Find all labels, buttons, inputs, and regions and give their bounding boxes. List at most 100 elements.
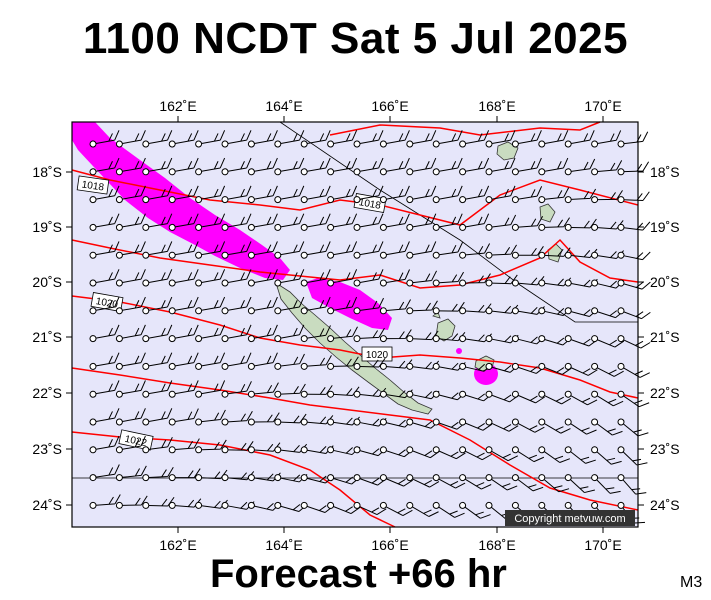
lon-label: 164˚E: [265, 98, 302, 114]
wind-barb: [511, 216, 544, 231]
wind-barb: [617, 474, 647, 495]
wind-barb: [300, 157, 331, 176]
wind-barb: [274, 383, 306, 398]
model-label: M3: [680, 574, 703, 591]
lat-label: 18˚S: [32, 164, 62, 180]
lat-label: 20˚S: [32, 274, 62, 290]
wind-barb: [432, 474, 466, 489]
wind-barb: [459, 157, 490, 176]
lat-label: 21˚S: [650, 329, 680, 345]
wind-barb: [115, 130, 146, 148]
isobar-label: 1018: [76, 175, 110, 195]
wind-barb: [300, 385, 333, 398]
wind-barb: [89, 130, 120, 148]
lat-label: 21˚S: [32, 329, 62, 345]
wind-barb: [195, 241, 226, 259]
wind-barb: [89, 494, 121, 509]
wind-barb: [538, 362, 572, 375]
lon-label: 166˚E: [371, 537, 408, 553]
wind-barb: [274, 501, 308, 512]
wind-barb: [327, 130, 358, 148]
wind-barb: [379, 157, 410, 176]
wind-barb: [195, 352, 226, 370]
map-frame: [71, 121, 639, 528]
wind-barb: [511, 130, 542, 148]
wind-barb: [432, 446, 466, 460]
wind-barb: [564, 390, 598, 406]
wind-barb: [406, 241, 437, 259]
wind-barb: [195, 324, 226, 343]
wind-barb: [115, 435, 146, 454]
wind-barb: [89, 296, 120, 315]
wind-barb: [247, 324, 278, 343]
wind-barb: [353, 297, 384, 315]
wind-barb: [247, 269, 278, 287]
lat-label: 18˚S: [650, 164, 680, 180]
wind-barb: [564, 335, 598, 347]
wind-barb: [142, 241, 173, 259]
wind-barb: [432, 130, 463, 148]
wind-barb: [327, 241, 358, 259]
isobar-label-text: 1018: [81, 179, 105, 193]
wind-barb: [511, 157, 542, 176]
wind-barb: [432, 362, 466, 371]
wind-barb: [168, 269, 199, 287]
wind-barb: [459, 446, 492, 461]
wind-barb: [353, 327, 385, 343]
wind-barb: [379, 185, 410, 204]
wind-barb: [617, 307, 651, 320]
lon-label: 162˚E: [159, 98, 196, 114]
wind-barb: [89, 241, 120, 259]
wind-barb: [300, 130, 331, 148]
wind-barb: [511, 446, 545, 463]
wind-barb: [564, 446, 596, 464]
wind-barb: [564, 188, 597, 204]
wind-barb: [511, 418, 545, 433]
wind-barb: [168, 324, 199, 343]
wind-barb: [406, 270, 438, 287]
wind-barb: [142, 130, 173, 148]
wind-barb: [459, 185, 490, 204]
wind-barb: [564, 218, 597, 231]
wind-barb: [247, 501, 282, 511]
wind-barb: [327, 386, 360, 398]
wind-barb: [300, 241, 331, 259]
lat-labels-right: 18˚S 19˚S 20˚S 21˚S 22˚S 23˚S 24˚S: [650, 164, 680, 513]
wind-barb: [379, 299, 411, 315]
wind-barb: [379, 359, 413, 370]
wind-barb: [195, 185, 226, 204]
wind-barb: [274, 213, 305, 231]
lon-labels-bottom: 162˚E 164˚E 166˚E 168˚E 170˚E: [159, 537, 621, 553]
wind-barb: [115, 324, 146, 343]
wind-barb: [300, 269, 331, 287]
wind-barb: [485, 185, 516, 204]
wind-barb: [195, 380, 226, 398]
wind-barb: [379, 241, 410, 259]
wind-barb: [564, 158, 596, 176]
wind-barb: [327, 185, 358, 204]
wind-barb: [247, 241, 278, 259]
wind-barb: [195, 213, 226, 231]
wind-barb: [485, 214, 517, 231]
wind-barb: [485, 157, 516, 176]
wind-barb: [591, 474, 621, 494]
wind-barb: [485, 474, 518, 491]
wind-barb: [247, 185, 278, 204]
wind-barb: [195, 296, 226, 315]
isobar-label: 1020: [361, 346, 393, 362]
wind-barb: [89, 269, 120, 287]
wind-barb: [327, 269, 358, 287]
wind-barb: [142, 380, 173, 398]
wind-barb: [274, 296, 305, 315]
wind-barb: [247, 157, 278, 176]
map-title: 1100 NCDT Sat 5 Jul 2025: [82, 14, 629, 63]
wind-barb: [247, 130, 278, 148]
wind-barb: [327, 157, 358, 176]
wind-barb: [142, 408, 173, 426]
wind-barb: [274, 353, 305, 370]
wind-barb: [591, 362, 624, 377]
lon-label: 162˚E: [159, 537, 196, 553]
wind-barb: [168, 380, 199, 398]
wind-barb: [89, 324, 120, 343]
lat-label: 20˚S: [650, 274, 680, 290]
